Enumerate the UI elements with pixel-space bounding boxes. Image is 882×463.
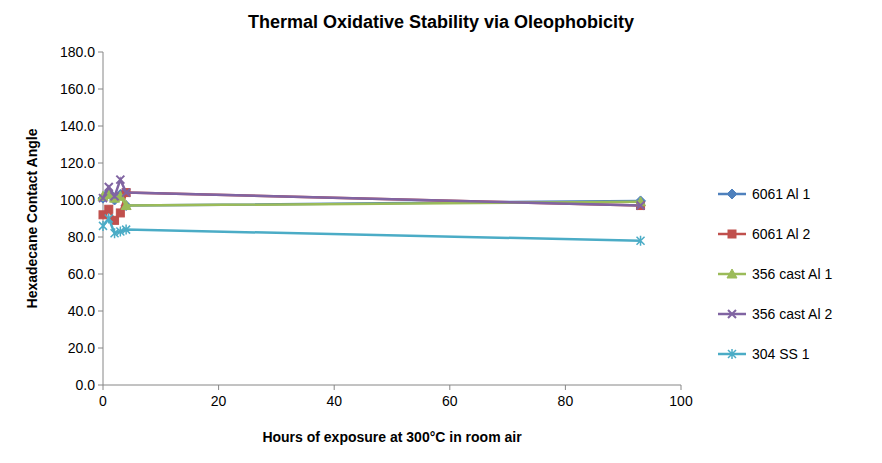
x-tick [565, 385, 566, 390]
series-line [103, 219, 641, 241]
y-tick [98, 237, 103, 238]
y-tick-label: 160.0 [60, 81, 95, 97]
data-point [116, 176, 124, 184]
y-tick [98, 385, 103, 386]
series-line [103, 180, 641, 206]
legend: 6061 Al 1 6061 Al 2 356 cast Al 1 356 cast … [718, 186, 832, 362]
legend-label: 304 SS 1 [752, 346, 810, 362]
x-tick [681, 385, 682, 390]
title: Thermal Oxidative Stability via Oleophob… [248, 12, 634, 32]
x-axis [103, 385, 681, 386]
y-tick-label: 120.0 [60, 155, 95, 171]
y-tick-label: 0.0 [76, 377, 96, 393]
data-point [122, 189, 130, 197]
data-point [122, 225, 130, 235]
legend-marker [728, 310, 736, 318]
y-tick-label: 60.0 [68, 266, 95, 282]
series-group [98, 176, 646, 246]
data-point [637, 236, 645, 246]
data-point [105, 214, 113, 224]
x-tick-label: 100 [669, 393, 693, 409]
chart: Thermal Oxidative Stability via Oleophob… [0, 0, 882, 463]
legend-label: 356 cast Al 2 [752, 306, 832, 322]
x-tick [103, 385, 104, 390]
x-tick [449, 385, 450, 390]
x-axis-label: Hours of exposure at 300°C in room air [262, 429, 522, 445]
y-tick [98, 274, 103, 275]
data-point [637, 202, 645, 210]
y-tick [98, 348, 103, 349]
y-tick [98, 163, 103, 164]
x-tick-label: 60 [442, 393, 458, 409]
y-tick-label: 140.0 [60, 118, 95, 134]
y-tick-label: 40.0 [68, 303, 95, 319]
y-tick-label: 80.0 [68, 229, 95, 245]
y-tick [98, 89, 103, 90]
y-axis-label: Hexadecane Contact Angle [24, 128, 40, 308]
x-tick [218, 385, 219, 390]
x-tick [334, 385, 335, 390]
y-tick-label: 180.0 [60, 44, 95, 60]
legend-marker [727, 269, 737, 278]
x-tick-label: 0 [99, 393, 107, 409]
y-tick [98, 126, 103, 127]
x-tick-label: 80 [558, 393, 574, 409]
legend-marker [727, 189, 737, 199]
series-line [103, 193, 641, 221]
y-tick-label: 100.0 [60, 192, 95, 208]
data-point [116, 209, 124, 217]
legend-marker [728, 230, 736, 238]
legend-label: 6061 Al 1 [752, 186, 811, 202]
legend-label: 6061 Al 2 [752, 226, 811, 242]
data-point [116, 226, 124, 236]
legend-label: 356 cast Al 1 [752, 266, 832, 282]
y-tick [98, 52, 103, 53]
data-point [111, 228, 119, 238]
data-point [121, 201, 131, 210]
y-tick [98, 311, 103, 312]
y-tick-label: 20.0 [68, 340, 95, 356]
data-point [105, 183, 113, 191]
legend-marker [728, 349, 736, 359]
x-tick-label: 20 [211, 393, 227, 409]
x-tick-label: 40 [326, 393, 342, 409]
data-point [111, 192, 119, 200]
data-point [99, 194, 107, 202]
data-point [105, 205, 113, 213]
